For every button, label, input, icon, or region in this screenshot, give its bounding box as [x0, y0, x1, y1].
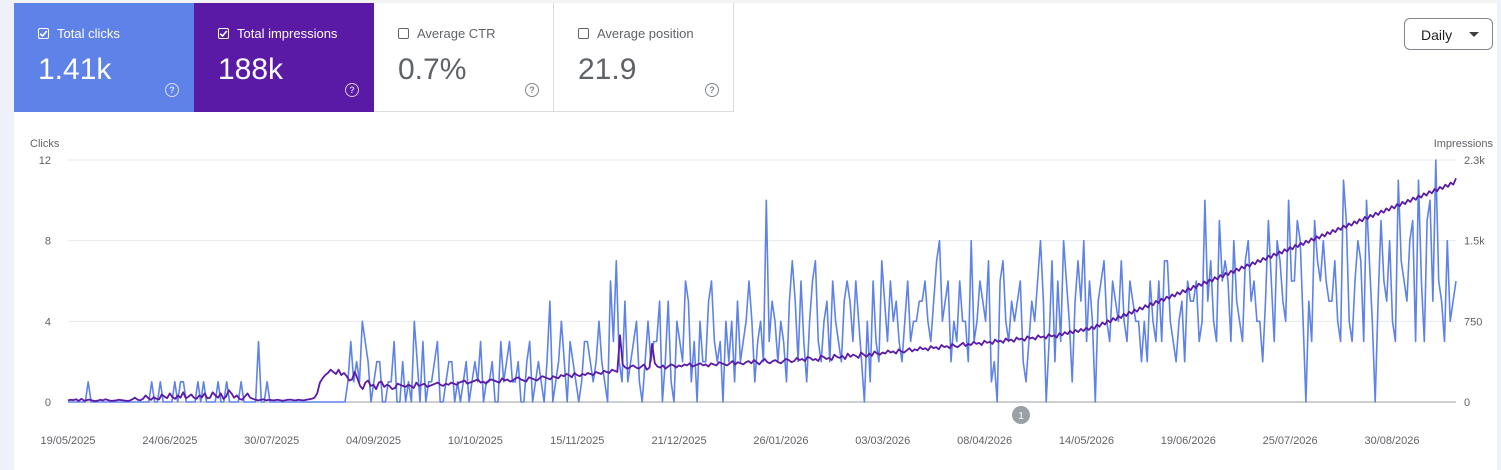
- x-tick-label: 08/04/2026: [957, 435, 1012, 447]
- left-tick-label: 8: [45, 236, 51, 248]
- period-select[interactable]: Daily: [1404, 18, 1493, 50]
- annotation-badge: 1: [1012, 406, 1030, 424]
- x-tick-label: 10/10/2025: [448, 435, 503, 447]
- metric-card-average-ctr[interactable]: Average CTR 0.7% ?: [374, 3, 554, 112]
- left-axis-title: Clicks: [30, 138, 60, 150]
- right-tick-label: 2.3k: [1464, 155, 1485, 167]
- series-line-clicks: [68, 159, 1457, 403]
- x-tick-label: 04/09/2025: [346, 435, 401, 447]
- left-tick-label: 4: [45, 316, 51, 328]
- help-icon[interactable]: ?: [345, 83, 359, 97]
- right-axis: Impressions 2.3k 1.5k 750 0: [1434, 138, 1494, 409]
- left-axis: Clicks 12 8 4 0: [30, 138, 60, 409]
- x-tick-label: 15/11/2025: [550, 435, 604, 447]
- metric-cards: Total clicks 1.41k ? Total impressions 1…: [14, 3, 734, 112]
- right-tick-label: 1.5k: [1464, 236, 1485, 248]
- left-tick-label: 0: [45, 397, 51, 409]
- x-tick-label: 21/12/2025: [652, 435, 707, 447]
- left-gutter: [0, 0, 14, 470]
- metric-value: 188k: [218, 53, 284, 86]
- top-border: [0, 0, 1501, 3]
- x-tick-label: 03/03/2026: [855, 435, 910, 447]
- x-tick-label: 25/07/2026: [1263, 435, 1318, 447]
- metric-label: Average position: [597, 26, 694, 41]
- caret-down-icon: [1469, 32, 1479, 37]
- help-icon[interactable]: ?: [525, 83, 539, 97]
- checkbox-unchecked-icon[interactable]: [398, 28, 409, 39]
- checkbox-checked-icon[interactable]: [218, 28, 229, 39]
- series-line-impressions: [67, 177, 1457, 403]
- left-tick-label: 12: [39, 155, 51, 167]
- right-axis-title: Impressions: [1434, 138, 1494, 150]
- metric-label: Total impressions: [237, 26, 338, 41]
- metric-label: Total clicks: [57, 26, 120, 41]
- metric-card-total-impressions[interactable]: Total impressions 188k ?: [194, 3, 374, 112]
- help-icon[interactable]: ?: [705, 83, 719, 97]
- x-tick-label: 26/01/2026: [753, 435, 808, 447]
- help-icon[interactable]: ?: [165, 83, 179, 97]
- right-gutter: [1497, 0, 1501, 470]
- metric-card-average-position[interactable]: Average position 21.9 ?: [554, 3, 734, 112]
- right-tick-label: 750: [1464, 316, 1482, 328]
- period-select-value: Daily: [1421, 27, 1453, 43]
- metric-card-total-clicks[interactable]: Total clicks 1.41k ?: [14, 3, 194, 112]
- metric-label: Average CTR: [417, 26, 496, 41]
- annotation-badge-circle: [1012, 406, 1030, 424]
- x-tick-label: 14/05/2026: [1059, 435, 1114, 447]
- x-tick-label: 19/05/2025: [40, 435, 95, 447]
- annotation-badge-label: 1: [1018, 411, 1024, 422]
- metric-value: 0.7%: [398, 53, 467, 86]
- metric-value: 21.9: [578, 53, 637, 86]
- chart-grid: [68, 159, 1456, 403]
- x-tick-label: 30/07/2025: [244, 435, 299, 447]
- checkbox-checked-icon[interactable]: [38, 28, 49, 39]
- checkbox-unchecked-icon[interactable]: [578, 28, 589, 39]
- x-axis: 19/05/2025 24/06/2025 30/07/2025 04/09/2025…: [40, 435, 1419, 447]
- right-tick-label: 0: [1464, 397, 1470, 409]
- x-tick-label: 24/06/2025: [142, 435, 197, 447]
- x-tick-label: 30/08/2026: [1364, 435, 1419, 447]
- metric-value: 1.41k: [38, 53, 112, 86]
- chart-lines: [67, 159, 1457, 403]
- x-tick-label: 19/06/2026: [1161, 435, 1216, 447]
